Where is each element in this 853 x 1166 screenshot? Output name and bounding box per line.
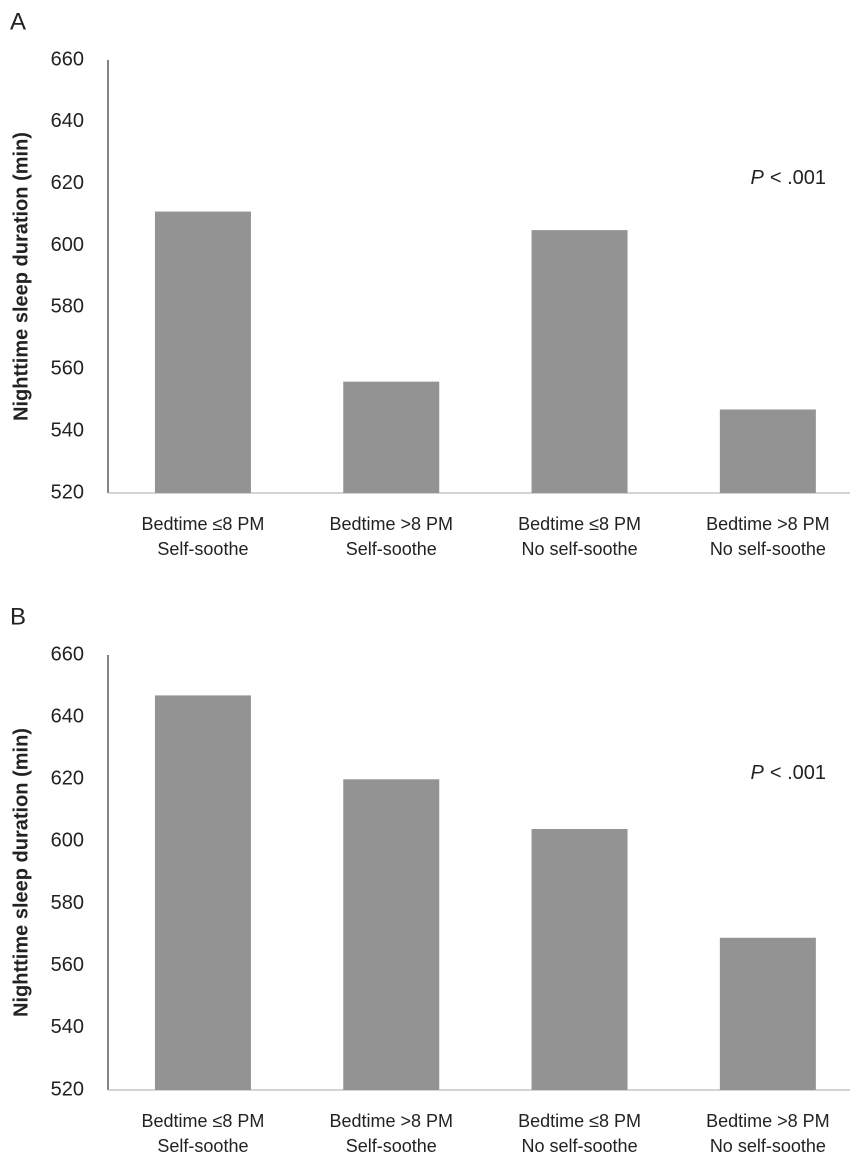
annotation-part: < .001 xyxy=(770,762,826,784)
y-tick-label: 640 xyxy=(51,705,84,727)
annotation-part: < .001 xyxy=(770,167,826,189)
y-tick-label: 560 xyxy=(51,358,84,380)
y-axis-label: Nighttime sleep duration (min) xyxy=(10,728,32,1017)
bar xyxy=(343,381,440,493)
bar xyxy=(531,230,628,493)
y-tick-label: 560 xyxy=(51,954,84,976)
bar xyxy=(154,695,251,1090)
annotation: P < .001 xyxy=(750,762,826,784)
x-tick-label: Bedtime >8 PM xyxy=(706,1111,830,1131)
x-tick-label: No self-soothe xyxy=(522,1136,638,1156)
x-tick-label: No self-soothe xyxy=(710,539,826,559)
annotation-part: P xyxy=(750,762,764,784)
y-tick-label: 520 xyxy=(51,1078,84,1100)
y-tick-label: 620 xyxy=(51,172,84,194)
chart-panel: A Nighttime sleep duration (min) 520 540 560… xyxy=(10,8,850,559)
bar xyxy=(719,409,816,493)
y-tick-label: 540 xyxy=(51,419,84,441)
x-tick-label: Bedtime ≤8 PM xyxy=(518,514,641,534)
x-tick-label: Bedtime >8 PM xyxy=(706,514,830,534)
x-tick-label: Bedtime ≤8 PM xyxy=(141,1111,264,1131)
y-tick-label: 580 xyxy=(51,296,84,318)
x-tick-label: Self-soothe xyxy=(157,1136,248,1156)
y-tick-label: 660 xyxy=(51,643,84,665)
y-axis-label: Nighttime sleep duration (min) xyxy=(10,132,32,421)
x-tick-label: Bedtime ≤8 PM xyxy=(141,514,264,534)
chart-panel: B Nighttime sleep duration (min) 520 540 560… xyxy=(10,603,850,1156)
x-tick-label: Self-soothe xyxy=(346,1136,437,1156)
annotation: P < .001 xyxy=(750,167,826,189)
x-tick-label: No self-soothe xyxy=(710,1136,826,1156)
y-tick-label: 620 xyxy=(51,768,84,790)
bar xyxy=(531,829,628,1090)
bar xyxy=(154,211,251,494)
y-tick-label: 660 xyxy=(51,48,84,70)
x-tick-label: Bedtime ≤8 PM xyxy=(518,1111,641,1131)
y-tick-label: 600 xyxy=(51,830,84,852)
bar xyxy=(719,937,816,1090)
y-tick-label: 580 xyxy=(51,892,84,914)
y-tick-label: 540 xyxy=(51,1016,84,1038)
y-tick-label: 520 xyxy=(51,481,84,503)
x-tick-label: Self-soothe xyxy=(346,539,437,559)
x-tick-label: Bedtime >8 PM xyxy=(329,1111,453,1131)
x-tick-label: Bedtime >8 PM xyxy=(329,514,453,534)
y-tick-label: 640 xyxy=(51,110,84,132)
y-tick-label: 600 xyxy=(51,234,84,256)
x-tick-label: No self-soothe xyxy=(522,539,638,559)
x-tick-label: Self-soothe xyxy=(157,539,248,559)
panel-label: B xyxy=(10,603,26,630)
panel-label: A xyxy=(10,8,26,35)
bar xyxy=(343,779,440,1090)
annotation-part: P xyxy=(750,167,764,189)
